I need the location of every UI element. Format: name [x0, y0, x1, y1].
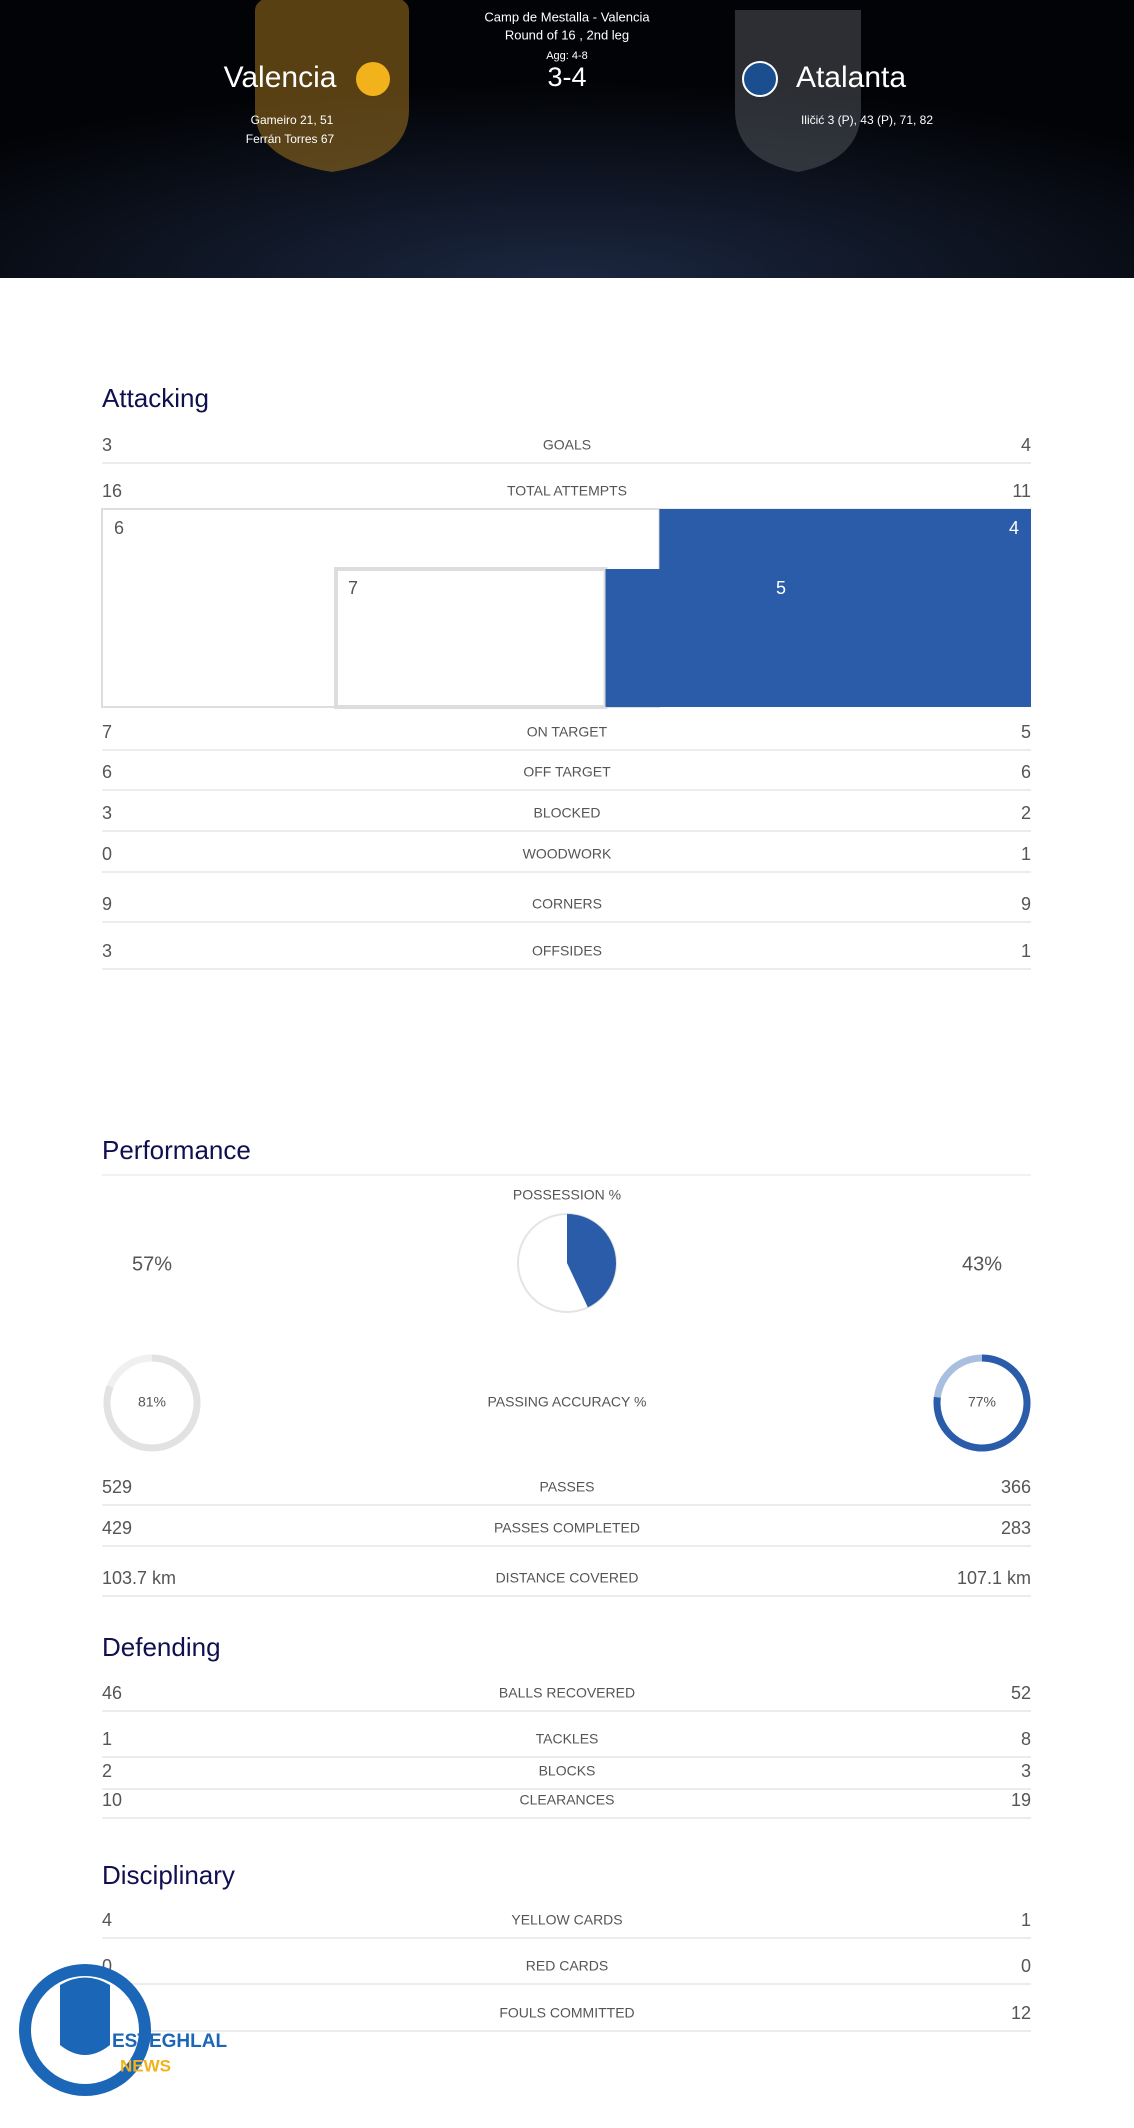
- home-value: 3: [102, 941, 112, 961]
- stat-label: BALLS RECOVERED: [499, 1685, 635, 1701]
- home-accuracy: [103, 1354, 201, 1452]
- home-value: 0: [102, 1956, 112, 1976]
- round: Round of 16 , 2nd leg: [505, 27, 629, 42]
- stat-label: PASSES: [540, 1479, 595, 1495]
- home-value: 3: [102, 435, 112, 455]
- home-accuracy-label: 81%: [138, 1394, 166, 1410]
- home-value: 46: [102, 1683, 122, 1703]
- away-value: 0: [1021, 1956, 1031, 1976]
- stat-label: FOULS COMMITTED: [499, 2005, 634, 2021]
- stat-label: TOTAL ATTEMPTS: [507, 483, 627, 499]
- away-accuracy-label: 77%: [968, 1394, 996, 1410]
- aggregate: Agg: 4-8: [546, 50, 588, 62]
- home-scorer: Gameiro 21, 51: [251, 113, 334, 127]
- stat-label: BLOCKED: [534, 805, 601, 821]
- away-value: 3: [1021, 1761, 1031, 1781]
- away-crest: [742, 61, 778, 97]
- venue: Camp de Mestalla - Valencia: [484, 9, 650, 24]
- stat-label: OFFSIDES: [532, 943, 602, 959]
- away-value: 19: [1011, 1790, 1031, 1810]
- away-name: Atalanta: [796, 61, 906, 94]
- away-value: 1: [1021, 844, 1031, 864]
- away-value: 9: [1021, 894, 1031, 914]
- away-possession: [567, 1214, 617, 1308]
- home-value: 0: [102, 844, 112, 864]
- stat-label: GOALS: [543, 437, 591, 453]
- section-title: Defending: [102, 1632, 221, 1662]
- away-value: 107.1 km: [957, 1568, 1031, 1588]
- home-value: 103.7 km: [102, 1568, 176, 1588]
- header-bg: [0, 0, 1134, 278]
- home-value: 10: [102, 1790, 122, 1810]
- away-value: 4: [1021, 435, 1031, 455]
- away-value: 5: [1021, 722, 1031, 742]
- away-value: 8: [1021, 1729, 1031, 1749]
- home-value: 7: [102, 722, 112, 742]
- stat-label: RED CARDS: [526, 1958, 608, 1974]
- home-value: 9: [102, 894, 112, 914]
- away-crest-bg: [735, 10, 861, 172]
- stat-label: YELLOW CARDS: [511, 1912, 622, 1928]
- section-title: Performance: [102, 1135, 251, 1165]
- home-value: 16: [102, 481, 122, 501]
- home-value: 2: [102, 1761, 112, 1781]
- watermark-text: ESTEGHLAL: [112, 2031, 227, 2052]
- home-value: 1: [102, 1729, 112, 1749]
- away-value: 12: [1011, 2003, 1031, 2023]
- home-value: 429: [102, 1518, 132, 1538]
- section-title: Disciplinary: [102, 1860, 235, 1890]
- stat-label: POSSESSION %: [513, 1187, 621, 1203]
- home-value: 6: [102, 762, 112, 782]
- score: 3-4: [547, 62, 586, 92]
- stat-label: CORNERS: [532, 896, 602, 912]
- away-accuracy: [933, 1354, 1031, 1452]
- stat-label: BLOCKS: [539, 1763, 596, 1779]
- watermark: ESTEGHLAL NEWS: [19, 1964, 227, 2096]
- stat-label: CLEARANCES: [520, 1792, 615, 1808]
- away-attempts: [605, 569, 798, 707]
- home-attempts-label: 6: [114, 518, 124, 538]
- stat-label: PASSES COMPLETED: [494, 1520, 640, 1536]
- away-scorer: Iličić 3 (P), 43 (P), 71, 82: [801, 113, 933, 127]
- stat-label: DISTANCE COVERED: [496, 1570, 639, 1586]
- away-value: 43%: [962, 1253, 1002, 1275]
- home-value: 57%: [132, 1253, 172, 1275]
- away-value: 2: [1021, 803, 1031, 823]
- stat-label: PASSING ACCURACY %: [488, 1394, 647, 1410]
- section-title: Attacking: [102, 383, 209, 413]
- home-attempts-label: 7: [348, 578, 358, 598]
- home-attempts: [334, 567, 608, 709]
- away-value: 11: [1012, 481, 1031, 501]
- home-crest: [356, 62, 390, 96]
- home-value: 529: [102, 1477, 132, 1497]
- away-value: 1: [1021, 941, 1031, 961]
- stat-label: TACKLES: [536, 1731, 599, 1747]
- away-value: 6: [1021, 762, 1031, 782]
- away-attempts-label: 5: [776, 578, 786, 598]
- away-value: 52: [1011, 1683, 1031, 1703]
- home-scorer: Ferrán Torres 67: [246, 132, 335, 146]
- watermark-text: NEWS: [120, 2056, 171, 2075]
- home-value: 4: [102, 1910, 112, 1930]
- home-crest-bg: [255, 0, 409, 172]
- home-name: Valencia: [224, 61, 337, 94]
- stat-label: OFF TARGET: [523, 764, 611, 780]
- away-value: 283: [1001, 1518, 1031, 1538]
- away-attempts-label: 4: [1009, 518, 1019, 538]
- away-value: 1: [1021, 1910, 1031, 1930]
- away-value: 366: [1001, 1477, 1031, 1497]
- home-value: 3: [102, 803, 112, 823]
- stat-label: ON TARGET: [527, 724, 608, 740]
- stat-label: WOODWORK: [523, 846, 612, 862]
